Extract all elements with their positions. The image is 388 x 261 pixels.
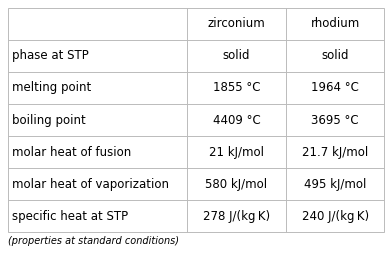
Text: 580 kJ/mol: 580 kJ/mol bbox=[205, 178, 267, 191]
Text: molar heat of vaporization: molar heat of vaporization bbox=[12, 178, 170, 191]
Text: 21.7 kJ/mol: 21.7 kJ/mol bbox=[302, 146, 368, 159]
Bar bbox=[8, 8, 384, 232]
Text: 4409 °C: 4409 °C bbox=[213, 114, 260, 127]
Text: melting point: melting point bbox=[12, 81, 92, 94]
Text: 1964 °C: 1964 °C bbox=[311, 81, 359, 94]
Text: specific heat at STP: specific heat at STP bbox=[12, 210, 128, 223]
Text: phase at STP: phase at STP bbox=[12, 49, 89, 62]
Text: solid: solid bbox=[223, 49, 250, 62]
Text: zirconium: zirconium bbox=[208, 17, 265, 30]
Text: molar heat of fusion: molar heat of fusion bbox=[12, 146, 132, 159]
Text: 240 J/(kg K): 240 J/(kg K) bbox=[301, 210, 369, 223]
Text: rhodium: rhodium bbox=[310, 17, 360, 30]
Text: boiling point: boiling point bbox=[12, 114, 86, 127]
Text: 1855 °C: 1855 °C bbox=[213, 81, 260, 94]
Text: solid: solid bbox=[321, 49, 349, 62]
Text: 3695 °C: 3695 °C bbox=[312, 114, 359, 127]
Text: 21 kJ/mol: 21 kJ/mol bbox=[209, 146, 264, 159]
Text: 278 J/(kg K): 278 J/(kg K) bbox=[203, 210, 270, 223]
Text: (properties at standard conditions): (properties at standard conditions) bbox=[8, 236, 179, 246]
Text: 495 kJ/mol: 495 kJ/mol bbox=[304, 178, 366, 191]
